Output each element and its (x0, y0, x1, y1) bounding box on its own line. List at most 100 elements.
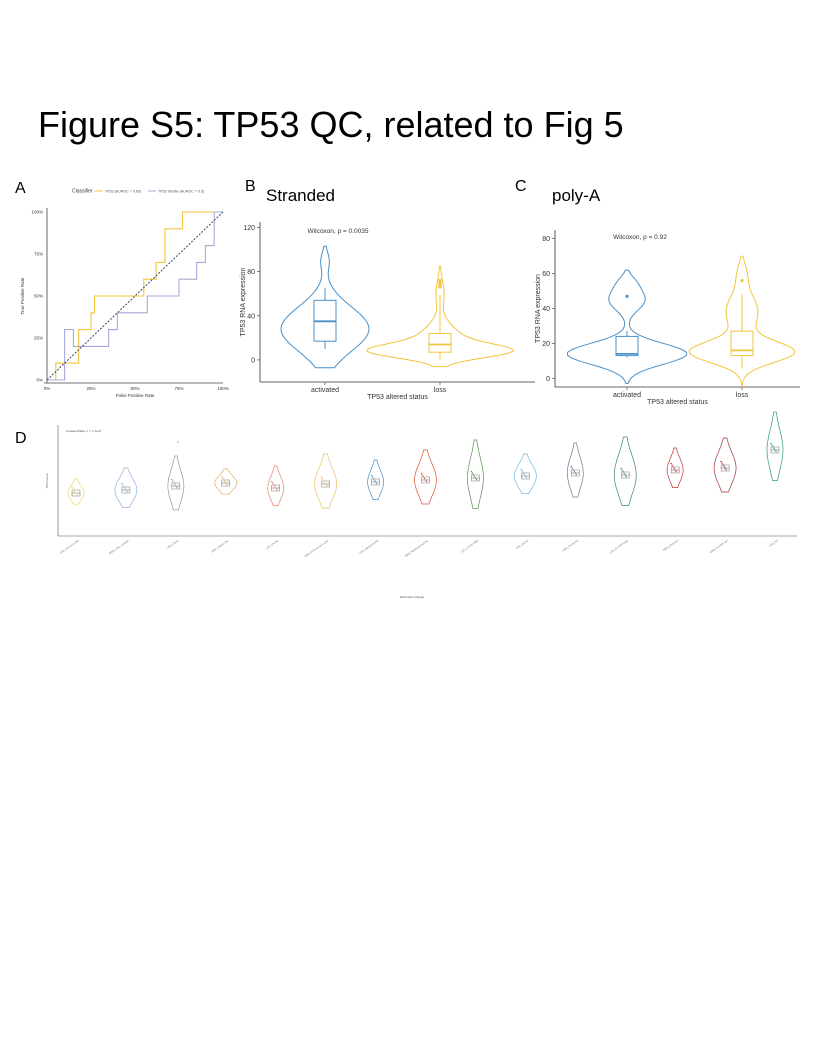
x-tick-label: 0% (44, 386, 51, 391)
x-tick-label: GBM_G-CIMP-low (709, 538, 729, 554)
violin-subtype (666, 447, 684, 488)
jitter-point (572, 469, 574, 471)
violin-subtype (167, 455, 185, 511)
panel-subtitle-b: Stranded (266, 186, 335, 205)
outlier-point (177, 441, 179, 443)
x-tick-label: 50% (130, 386, 139, 391)
jitter-point (771, 444, 773, 446)
jitter-point (721, 462, 723, 464)
jitter-point (371, 476, 374, 478)
y-axis-title: TP53 RNA expression (535, 274, 542, 343)
violin-subtype (566, 442, 584, 498)
jitter-point (273, 484, 275, 486)
violin-subtype (267, 465, 285, 506)
y-axis-title: TP53 score (45, 473, 49, 489)
box-subtype (521, 472, 530, 480)
y-tick-label: 0 (251, 357, 255, 364)
jitter-point (724, 467, 726, 469)
jitter-point (322, 480, 325, 482)
jitter-point (125, 489, 127, 491)
violin-subtype (314, 453, 337, 509)
x-tick-label: GBM_Classic-like (210, 538, 230, 553)
outlier-point (438, 283, 442, 287)
wilcoxon-annotation: Wilcoxon, p = 0.92 (613, 234, 667, 241)
jitter-point (620, 467, 622, 470)
roc-series-line-1 (47, 211, 223, 381)
jitter-point (174, 483, 176, 486)
jitter-point (271, 480, 273, 483)
roc-series-line-0 (47, 211, 223, 381)
jitter-point (320, 476, 323, 479)
jitter-point (521, 470, 524, 472)
jitter-point (370, 474, 373, 477)
jitter-point (570, 465, 572, 468)
violin-subtype (514, 453, 537, 494)
box-subtype (770, 446, 780, 454)
jitter-point (722, 464, 724, 466)
box-subtype (670, 466, 680, 474)
y-axis-title: TP53 RNA expression (240, 267, 247, 336)
y-tick-label: 40 (542, 306, 550, 313)
jitter-point (473, 475, 476, 478)
jitter-point (226, 483, 228, 486)
jitter-point (122, 484, 124, 486)
jitter-point (673, 467, 675, 470)
panel-label-b: B (245, 178, 256, 195)
kruskal-annotation: Kruskal-Wallis, p = 7.4e-07 (66, 429, 102, 433)
box-subtype (171, 482, 181, 490)
x-tick-label: GBM_LGG_subtype (108, 538, 130, 555)
y-tick-label: 120 (243, 225, 255, 232)
box-subtype (71, 489, 81, 497)
jitter-point (222, 477, 224, 479)
jitter-point (225, 482, 227, 484)
x-tick-label: 75% (174, 386, 183, 391)
violin-loss (688, 255, 796, 388)
jitter-point (76, 493, 78, 496)
y-tick-label: 50% (34, 294, 43, 299)
x-tick-label: activated (311, 387, 339, 394)
box-subtype (571, 469, 580, 477)
jitter-point (725, 468, 727, 471)
jitter-point (525, 476, 528, 479)
jitter-point (472, 474, 475, 476)
panel-label-c: C (515, 178, 527, 195)
jitter-point (274, 485, 276, 488)
panel-label-d: D (15, 430, 27, 447)
jitter-point (276, 488, 278, 491)
x-tick-label: LGG_PA-like (265, 538, 280, 550)
jitter-point (172, 480, 174, 482)
box-subtype (720, 464, 730, 472)
jitter-point (621, 469, 623, 471)
violin-subtype (613, 436, 637, 506)
jitter-point (574, 472, 576, 474)
y-tick-label: 0 (546, 376, 550, 383)
jitter-point (671, 464, 673, 466)
violin-subtype (67, 478, 85, 505)
legend-entry-1: TP53 Shuffle (AUROC = 0.5) (158, 190, 204, 194)
outlier-point (625, 294, 629, 298)
diagonal-reference-line (46, 211, 224, 381)
jitter-point (175, 485, 177, 487)
y-tick-label: 40 (247, 313, 255, 320)
x-axis-title: TP53 altered status (367, 394, 428, 401)
jitter-point (374, 481, 377, 483)
box-loss (428, 332, 452, 353)
violin-loss (366, 265, 514, 368)
jitter-point (72, 487, 74, 489)
jitter-point (324, 483, 327, 485)
jitter-point (675, 470, 677, 473)
wilcoxon-annotation: Wilcoxon, p = 0.0035 (308, 228, 369, 235)
jitter-point (121, 482, 123, 485)
box-loss (730, 330, 754, 357)
x-axis-title: False Positive Rate (116, 393, 155, 398)
jitter-point (475, 478, 478, 481)
outlier-point (438, 285, 442, 289)
y-tick-label: 60 (542, 271, 550, 278)
x-tick-label: GBM_Mesenchymal-like (404, 538, 430, 558)
jitter-point (325, 484, 328, 487)
outlier-point (740, 278, 744, 283)
x-tick-label: loss (736, 392, 749, 399)
x-tick-label: LGG_PA (768, 538, 779, 547)
violin-subtype (367, 459, 384, 500)
